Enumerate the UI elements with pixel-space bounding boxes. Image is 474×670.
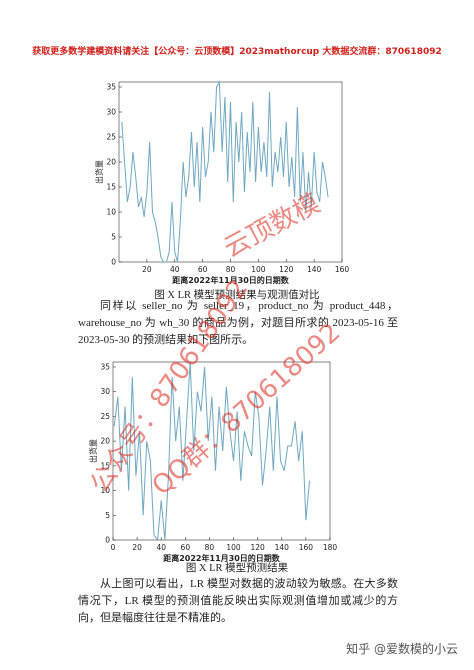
x-tick-label: 60: [181, 543, 191, 552]
y-tick-label: 35: [106, 83, 116, 92]
y-tick-label: 5: [105, 511, 110, 520]
y-tick-label: 25: [106, 133, 116, 142]
y-tick-label: 10: [100, 486, 110, 495]
paragraph: 同样以 seller_no 为 seller_19，product_no 为 p…: [78, 300, 398, 346]
data-line: [121, 80, 329, 263]
y-tick-label: 0: [105, 536, 110, 545]
y-tick-label: 30: [106, 108, 116, 117]
header: 获取更多数学建模资料请关注【公众号：云顶数模】2023mathorcup 大数据…: [32, 47, 442, 57]
y-axis-label: 出货量: [94, 160, 104, 184]
x-tick-label: 140: [307, 265, 322, 274]
y-axis-label: 出货量: [88, 439, 98, 463]
x-tick-label: 160: [335, 265, 350, 274]
chart: 0 5 10 15 20 25 30 35 20 40 60 80 100 120 140 160 距离2022…: [94, 80, 350, 285]
x-tick-label: 20: [142, 265, 152, 274]
x-tick-label: 100: [251, 265, 266, 274]
y-tick-label: 0: [111, 258, 116, 267]
y-tick-label: 20: [106, 158, 116, 167]
plot-frame: [112, 361, 331, 541]
x-tick-label: 40: [156, 543, 166, 552]
y-tick-label: 15: [106, 183, 116, 192]
y-tick-label: 5: [111, 233, 116, 242]
y-tick-label: 20: [100, 437, 110, 446]
x-tick-label: 0: [111, 543, 116, 552]
x-tick-label: 100: [226, 543, 241, 552]
y-tick-label: 15: [100, 461, 110, 470]
x-tick-label: 180: [323, 543, 338, 552]
x-axis-label: 距离2022年11月30日的日期数: [172, 275, 290, 285]
x-tick-label: 120: [279, 265, 294, 274]
y-tick-label: 10: [106, 208, 116, 217]
paragraph: 从上图可以看出，LR 模型对数据的波动较为敏感。在大多数情况下，LR 模型的预测…: [78, 578, 398, 624]
x-tick-label: 40: [170, 265, 180, 274]
x-tick-label: 20: [132, 543, 142, 552]
y-tick-label: 30: [100, 387, 110, 396]
chart: 0 5 10 15 20 25 30 35 0 20 40 60 80 100 120 140 160 180 距离…: [88, 361, 338, 563]
data-line: [113, 361, 311, 542]
x-tick-label: 60: [198, 265, 208, 274]
x-tick-label: 120: [251, 543, 266, 552]
y-tick-label: 35: [100, 362, 110, 371]
x-tick-label: 80: [205, 543, 215, 552]
caption: 图 X LR 模型预测结果: [185, 563, 289, 574]
x-axis-label: 距离2022年11月30日的日期数: [163, 553, 281, 563]
x-tick-label: 160: [299, 543, 314, 552]
footer: 知乎 @爱数模的小云: [346, 642, 458, 656]
y-tick-label: 25: [100, 412, 110, 421]
x-tick-label: 80: [226, 265, 236, 274]
x-tick-label: 140: [275, 543, 290, 552]
caption: 图 X LR 模型预测结果与观测值对比: [154, 290, 320, 301]
